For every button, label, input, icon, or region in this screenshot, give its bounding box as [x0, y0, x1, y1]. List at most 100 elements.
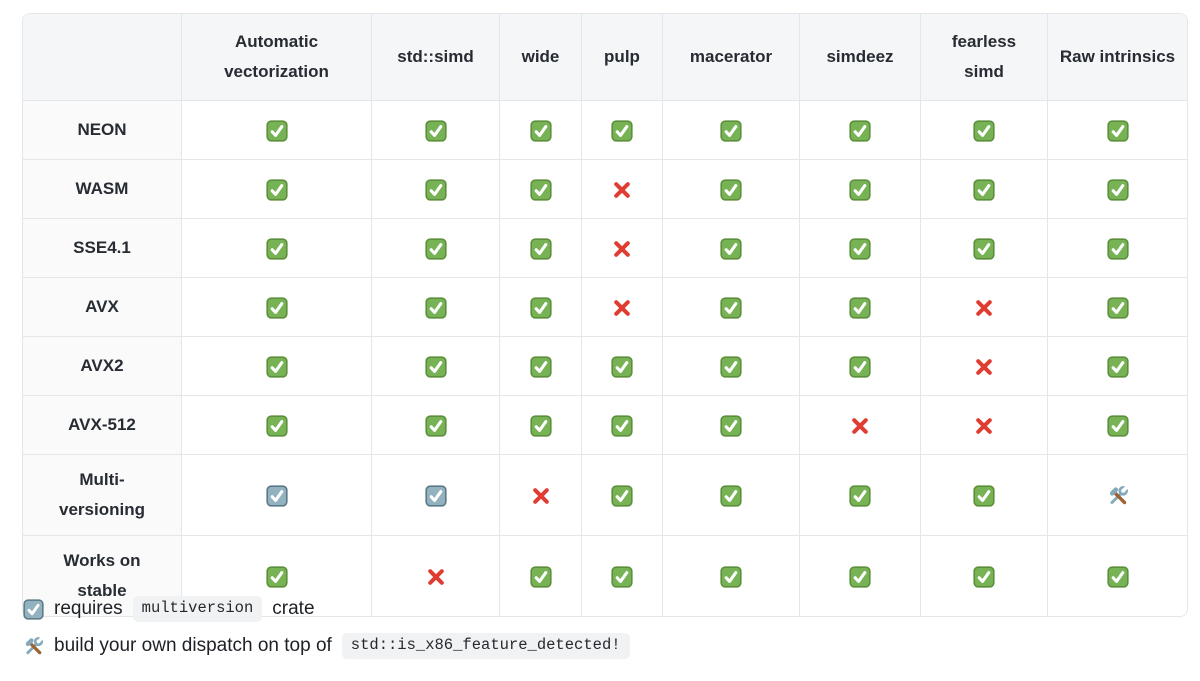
check-icon: [1106, 414, 1129, 437]
column-header: macerator: [662, 14, 799, 100]
column-header: fearless simd: [920, 14, 1047, 100]
check-icon: [849, 296, 871, 319]
cross-icon: [611, 179, 633, 198]
matrix-cell: [662, 100, 799, 159]
matrix-cell: [662, 535, 799, 616]
check-icon: [973, 178, 995, 201]
matrix-cell: [799, 395, 920, 454]
check-icon: [611, 414, 633, 437]
matrix-cell: [1047, 336, 1187, 395]
check-icon: [529, 237, 552, 260]
matrix-cell: [662, 277, 799, 336]
check-icon: [1106, 296, 1129, 319]
simd-comparison-table: Automatic vectorization std::simd wide pulp…: [22, 13, 1188, 617]
matrix-cell: [920, 535, 1047, 616]
column-header: pulp: [581, 14, 662, 100]
legend-item: requires multiversion crate: [23, 596, 630, 623]
check-icon: [720, 484, 742, 507]
cross-icon: [973, 415, 995, 434]
check-icon: [265, 178, 288, 201]
table-row: AVX2: [23, 336, 1187, 395]
check-icon: [611, 484, 633, 507]
matrix-cell: [581, 159, 662, 218]
column-header: wide: [499, 14, 581, 100]
check-icon: [1106, 565, 1129, 588]
table-header-row: Automatic vectorization std::simd wide pulp…: [23, 14, 1187, 100]
blue-check-icon: [265, 484, 288, 507]
check-icon: [265, 565, 288, 588]
blue-check-icon: [23, 598, 44, 620]
matrix-cell: [499, 535, 581, 616]
check-icon: [265, 119, 288, 142]
matrix-cell: [371, 336, 499, 395]
check-icon: [265, 355, 288, 378]
matrix-cell: [799, 336, 920, 395]
check-icon: [611, 355, 633, 378]
check-icon: [424, 237, 447, 260]
check-icon: [720, 296, 742, 319]
matrix-cell: [499, 395, 581, 454]
legend-text: build your own dispatch on top of: [54, 635, 332, 657]
table-row: WASM: [23, 159, 1187, 218]
matrix-cell: [920, 159, 1047, 218]
matrix-cell: [920, 100, 1047, 159]
matrix-cell: [662, 395, 799, 454]
matrix-cell: [799, 100, 920, 159]
matrix-cell: [371, 535, 499, 616]
check-icon: [1106, 355, 1129, 378]
column-header: Automatic vectorization: [181, 14, 371, 100]
matrix-cell: [920, 277, 1047, 336]
table-row: SSE4.1: [23, 218, 1187, 277]
legend-item: build your own dispatch on top of std::is…: [23, 633, 630, 660]
matrix-cell: [799, 454, 920, 535]
matrix-cell: [799, 277, 920, 336]
row-label: AVX2: [23, 336, 181, 395]
cross-icon: [530, 485, 552, 504]
matrix-cell: [920, 336, 1047, 395]
row-label: SSE4.1: [23, 218, 181, 277]
matrix-cell: [920, 454, 1047, 535]
matrix-cell: [371, 100, 499, 159]
check-icon: [265, 296, 288, 319]
check-icon: [1106, 178, 1129, 201]
matrix-cell: [1047, 100, 1187, 159]
matrix-cell: [181, 100, 371, 159]
matrix-cell: [499, 159, 581, 218]
matrix-cell: [371, 159, 499, 218]
matrix-cell: [499, 100, 581, 159]
cross-icon: [973, 356, 995, 375]
matrix-cell: [920, 218, 1047, 277]
check-icon: [720, 565, 742, 588]
matrix-cell: [371, 395, 499, 454]
table-body: NEON WASM SSE4.1 AVX AVX2 AVX-512 Multi-versio…: [23, 100, 1187, 616]
matrix-cell: [799, 535, 920, 616]
check-icon: [611, 565, 633, 588]
matrix-cell: [581, 395, 662, 454]
table-row: AVX: [23, 277, 1187, 336]
check-icon: [529, 355, 552, 378]
matrix-cell: [662, 454, 799, 535]
cross-icon: [849, 415, 871, 434]
check-icon: [529, 296, 552, 319]
check-icon: [720, 237, 742, 260]
matrix-cell: [581, 336, 662, 395]
check-icon: [973, 119, 995, 142]
check-icon: [529, 414, 552, 437]
tools-icon: [1107, 484, 1129, 504]
check-icon: [849, 565, 871, 588]
cross-icon: [611, 238, 633, 257]
row-label: Multi-versioning: [23, 454, 181, 535]
cross-icon: [611, 297, 633, 316]
matrix-cell: [181, 159, 371, 218]
check-icon: [424, 178, 447, 201]
check-icon: [849, 119, 871, 142]
check-icon: [424, 355, 447, 378]
matrix-cell: [371, 454, 499, 535]
table-row: AVX-512: [23, 395, 1187, 454]
table-row: Multi-versioning: [23, 454, 1187, 535]
cross-icon: [973, 297, 995, 316]
legend-text: requires: [54, 598, 123, 620]
matrix-cell: [371, 218, 499, 277]
check-icon: [611, 119, 633, 142]
